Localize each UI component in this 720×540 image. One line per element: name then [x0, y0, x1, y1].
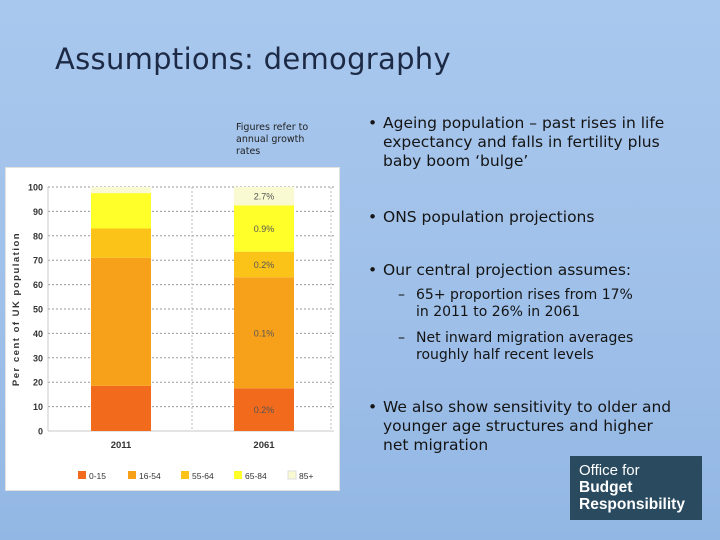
x-tick-label: 2011 — [111, 440, 132, 451]
bullet-text: ONS population projections — [383, 208, 595, 226]
subbullet-65plus: – 65+ proportion rises from 17% in 2011 … — [398, 287, 641, 321]
bullet-text: Our central projection assumes: — [383, 261, 632, 279]
chart-panel: 0 10 20 30 40 50 60 70 80 90 100 Per cent of UK pop… — [5, 167, 340, 491]
y-tick-label: 70 — [33, 256, 43, 266]
y-tick-label: 40 — [33, 329, 43, 339]
y-tick-label: 30 — [33, 353, 43, 363]
y-tick-label: 90 — [33, 207, 43, 217]
legend-swatch — [128, 471, 136, 479]
population-chart: 0 10 20 30 40 50 60 70 80 90 100 Per cent of UK pop… — [11, 183, 334, 481]
bullet-text: Ageing population – past rises in life e… — [383, 114, 665, 170]
logo-line2: Budget — [579, 479, 633, 496]
legend-label: 16-54 — [139, 471, 161, 481]
bar-segment-55-64-2011 — [91, 228, 151, 258]
bar-segment-65-84-2011 — [91, 193, 151, 229]
bar-segment-0-15-2011 — [91, 385, 151, 431]
bullet-text: We also show sensitivity to older and yo… — [383, 398, 672, 454]
growth-rate-label: 0.2% — [254, 405, 275, 415]
bar-segment-85+-2011 — [91, 187, 151, 194]
legend-label: 55-64 — [192, 471, 214, 481]
y-axis-label: Per cent of UK population — [11, 232, 22, 386]
growth-rate-label: 0.2% — [254, 260, 275, 270]
subbullet-text: 65+ proportion rises from 17% in 2011 to… — [416, 287, 633, 320]
legend-label: 65-84 — [245, 471, 267, 481]
bullet-central: • Our central projection assumes: — [368, 261, 693, 280]
bar-segment-85+-2061 — [234, 187, 294, 206]
growth-rate-label: 0.9% — [254, 224, 275, 234]
subbullet-dash: – — [398, 330, 405, 346]
legend-swatch — [181, 471, 189, 479]
bar-segment-55-64-2061 — [234, 251, 294, 278]
growth-rate-label: 0.1% — [254, 328, 275, 338]
legend-swatch — [287, 470, 297, 480]
bullet-dot: • — [368, 261, 378, 279]
y-tick-label: 50 — [33, 305, 43, 315]
logo-line3: Responsibility — [579, 496, 685, 513]
bar-segment-16-54-2061 — [234, 277, 294, 389]
subbullet-migration: – Net inward migration averages roughly … — [398, 330, 661, 364]
bullet-dot: • — [368, 398, 378, 416]
legend-swatch — [234, 471, 242, 479]
subbullet-dash: – — [398, 287, 405, 303]
bullet-ageing: • Ageing population – past rises in life… — [368, 114, 693, 171]
y-tick-label: 0 — [38, 427, 43, 437]
y-tick-label: 20 — [33, 378, 43, 388]
y-tick-label: 100 — [28, 183, 43, 193]
obr-logo: Office for Budget Responsibility — [570, 456, 702, 520]
bar-segment-0-15-2061 — [234, 388, 294, 431]
logo-line1: Office for — [579, 462, 640, 479]
bullet-dot: • — [368, 114, 378, 132]
growth-rate-note: Figures refer to annual growth rates — [236, 122, 309, 157]
x-tick-label: 2061 — [253, 440, 275, 451]
y-tick-label: 10 — [33, 402, 43, 412]
legend-label: 85+ — [299, 471, 313, 481]
legend-label: 0-15 — [89, 471, 106, 481]
slide-title: Assumptions: demography — [55, 42, 451, 76]
bar-segment-16-54-2011 — [91, 257, 151, 386]
bar-segment-65-84-2061 — [234, 205, 294, 252]
y-tick-label: 60 — [33, 280, 43, 290]
legend-swatch — [78, 471, 86, 479]
bullet-dot: • — [368, 208, 378, 226]
y-tick-label: 80 — [33, 231, 43, 241]
subbullet-text: Net inward migration averages roughly ha… — [416, 330, 634, 363]
growth-rate-label: 2.7% — [254, 192, 275, 202]
bullet-ons: • ONS population projections — [368, 208, 693, 227]
bullet-sensitivity: • We also show sensitivity to older and … — [368, 398, 673, 455]
